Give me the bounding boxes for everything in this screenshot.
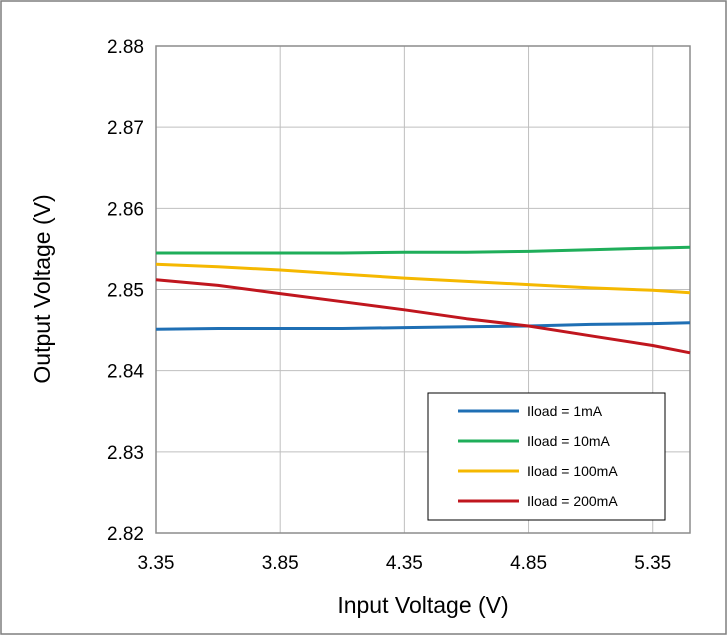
series-layer <box>155 245 691 355</box>
x-tick-label: 5.35 <box>634 553 671 574</box>
series-line-3 <box>155 262 691 295</box>
legend: Iload = 1mA Iload = 10mA Iload = 100mA Iloa… <box>427 392 666 521</box>
y-tick-label: 2.87 <box>107 118 144 139</box>
y-tick-label: 2.86 <box>107 199 144 220</box>
series-line-1 <box>155 321 691 331</box>
y-tick-label: 2.88 <box>107 37 144 58</box>
plot-border <box>155 45 691 534</box>
y-tick-label: 2.82 <box>107 524 144 545</box>
x-tick-label: 3.85 <box>262 553 299 574</box>
x-tick-label: 4.35 <box>386 553 423 574</box>
series-line-2 <box>156 245 691 255</box>
y-tick-label: 2.85 <box>107 281 144 302</box>
x-tick-label: 4.85 <box>510 553 547 574</box>
x-tick-labels: 3.35 3.85 4.35 4.85 5.35 <box>138 553 672 574</box>
y-axis-title: Output Voltage (V) <box>29 194 55 383</box>
legend-items: Iload = 1mA Iload = 10mA Iload = 100mA Iloa… <box>458 403 618 509</box>
x-tick-label: 3.35 <box>138 553 175 574</box>
legend-box <box>427 392 666 521</box>
series-line-4 <box>155 278 691 355</box>
y-tick-label: 2.84 <box>107 362 144 383</box>
legend-label: Iload = 200mA <box>527 493 618 509</box>
legend-label: Iload = 10mA <box>527 433 611 449</box>
legend-label: Iload = 1mA <box>527 403 603 419</box>
y-tick-labels: 2.82 2.83 2.84 2.85 2.86 2.87 2.88 <box>107 37 144 545</box>
legend-label: Iload = 100mA <box>527 463 618 479</box>
y-tick-label: 2.83 <box>107 443 144 464</box>
x-axis-title: Input Voltage (V) <box>337 592 508 618</box>
